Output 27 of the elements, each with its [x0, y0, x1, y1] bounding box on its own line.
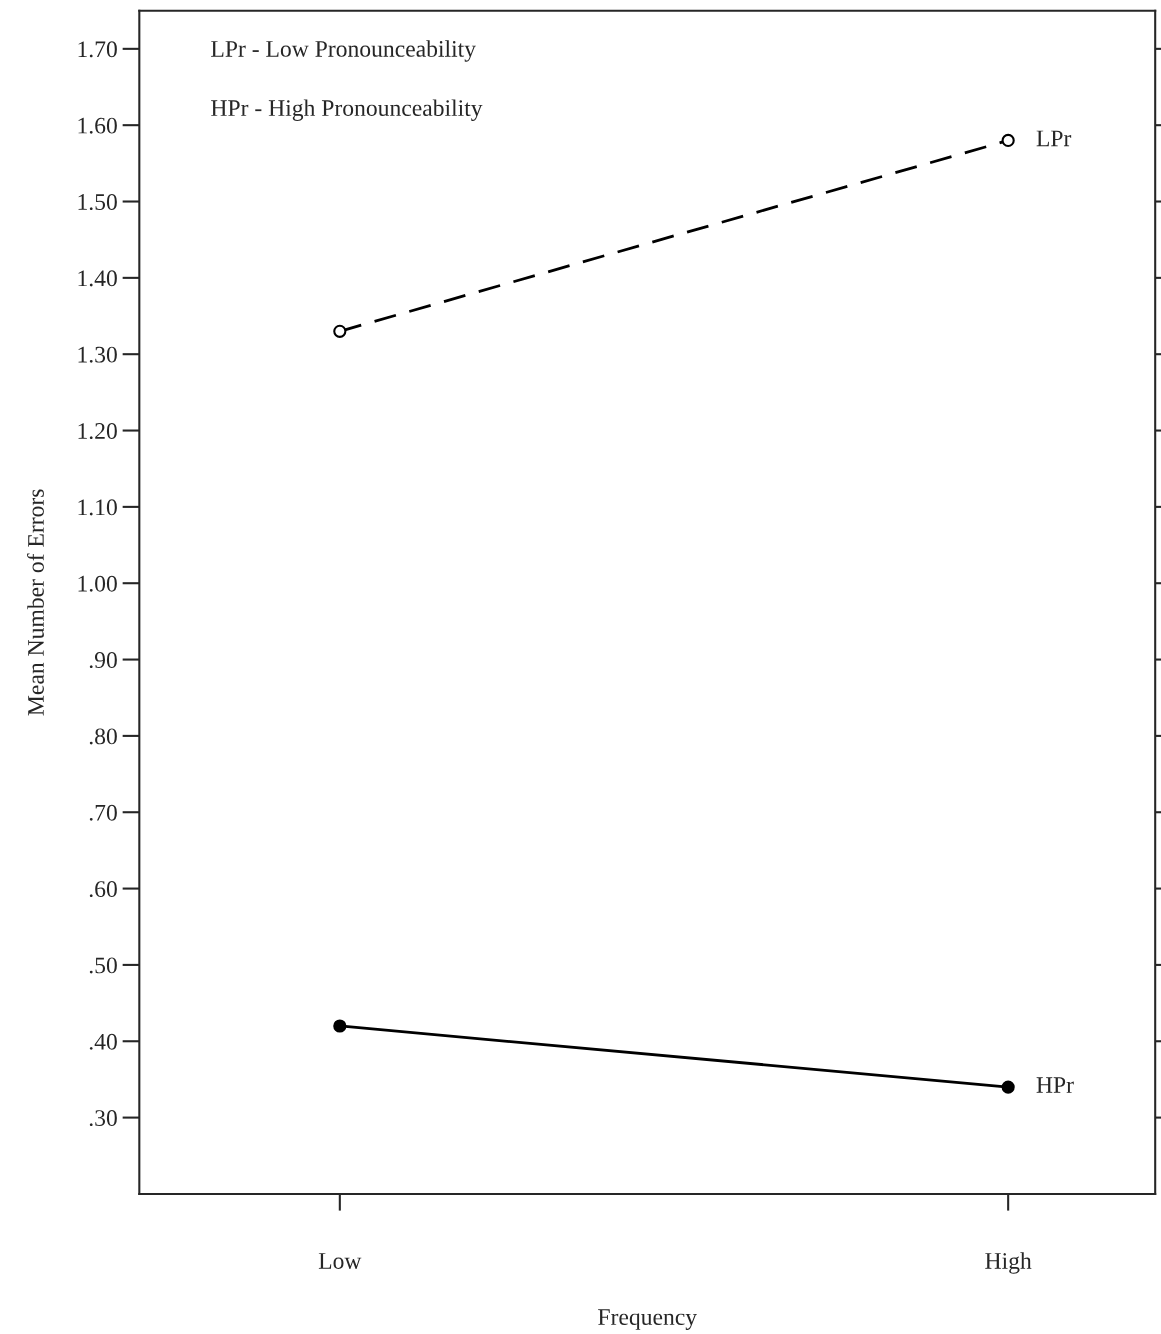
y-tick-label: 1.30: [78, 346, 117, 363]
y-axis-title: Mean Number of Errors: [27, 489, 44, 716]
annotation: LPr - Low Pronounceability: [211, 40, 476, 62]
y-tick-label: 1.50: [78, 194, 117, 211]
annotation: HPr - High Pronounceability: [211, 99, 483, 121]
y-tick-label: 1.40: [78, 270, 117, 287]
y-tick-label: .80: [89, 728, 117, 745]
x-tick-label: Low: [318, 1253, 362, 1269]
y-tick-label: 1.10: [78, 499, 117, 516]
y-tick-label: 1.00: [78, 575, 117, 592]
series-label: LPr: [1036, 130, 1072, 147]
y-tick-label: .40: [89, 1033, 117, 1050]
point: [333, 324, 347, 338]
series-label: HPr: [1036, 1077, 1074, 1093]
y-tick-label: .60: [89, 881, 117, 898]
point: [333, 1019, 347, 1033]
y-tick-label: 1.70: [78, 41, 117, 58]
y-tick-label: .50: [89, 957, 117, 974]
point: [1001, 133, 1015, 148]
y-tick-label: 1.60: [78, 117, 117, 134]
y-tick-label: .30: [89, 1110, 117, 1127]
y-tick-label: .90: [89, 652, 117, 669]
x-tick-label: High: [985, 1252, 1032, 1274]
y-tick-label: 1.20: [78, 423, 117, 440]
x-axis-title: Frequency: [598, 1309, 697, 1330]
y-tick-label: .70: [89, 804, 117, 821]
point: [1001, 1080, 1015, 1094]
